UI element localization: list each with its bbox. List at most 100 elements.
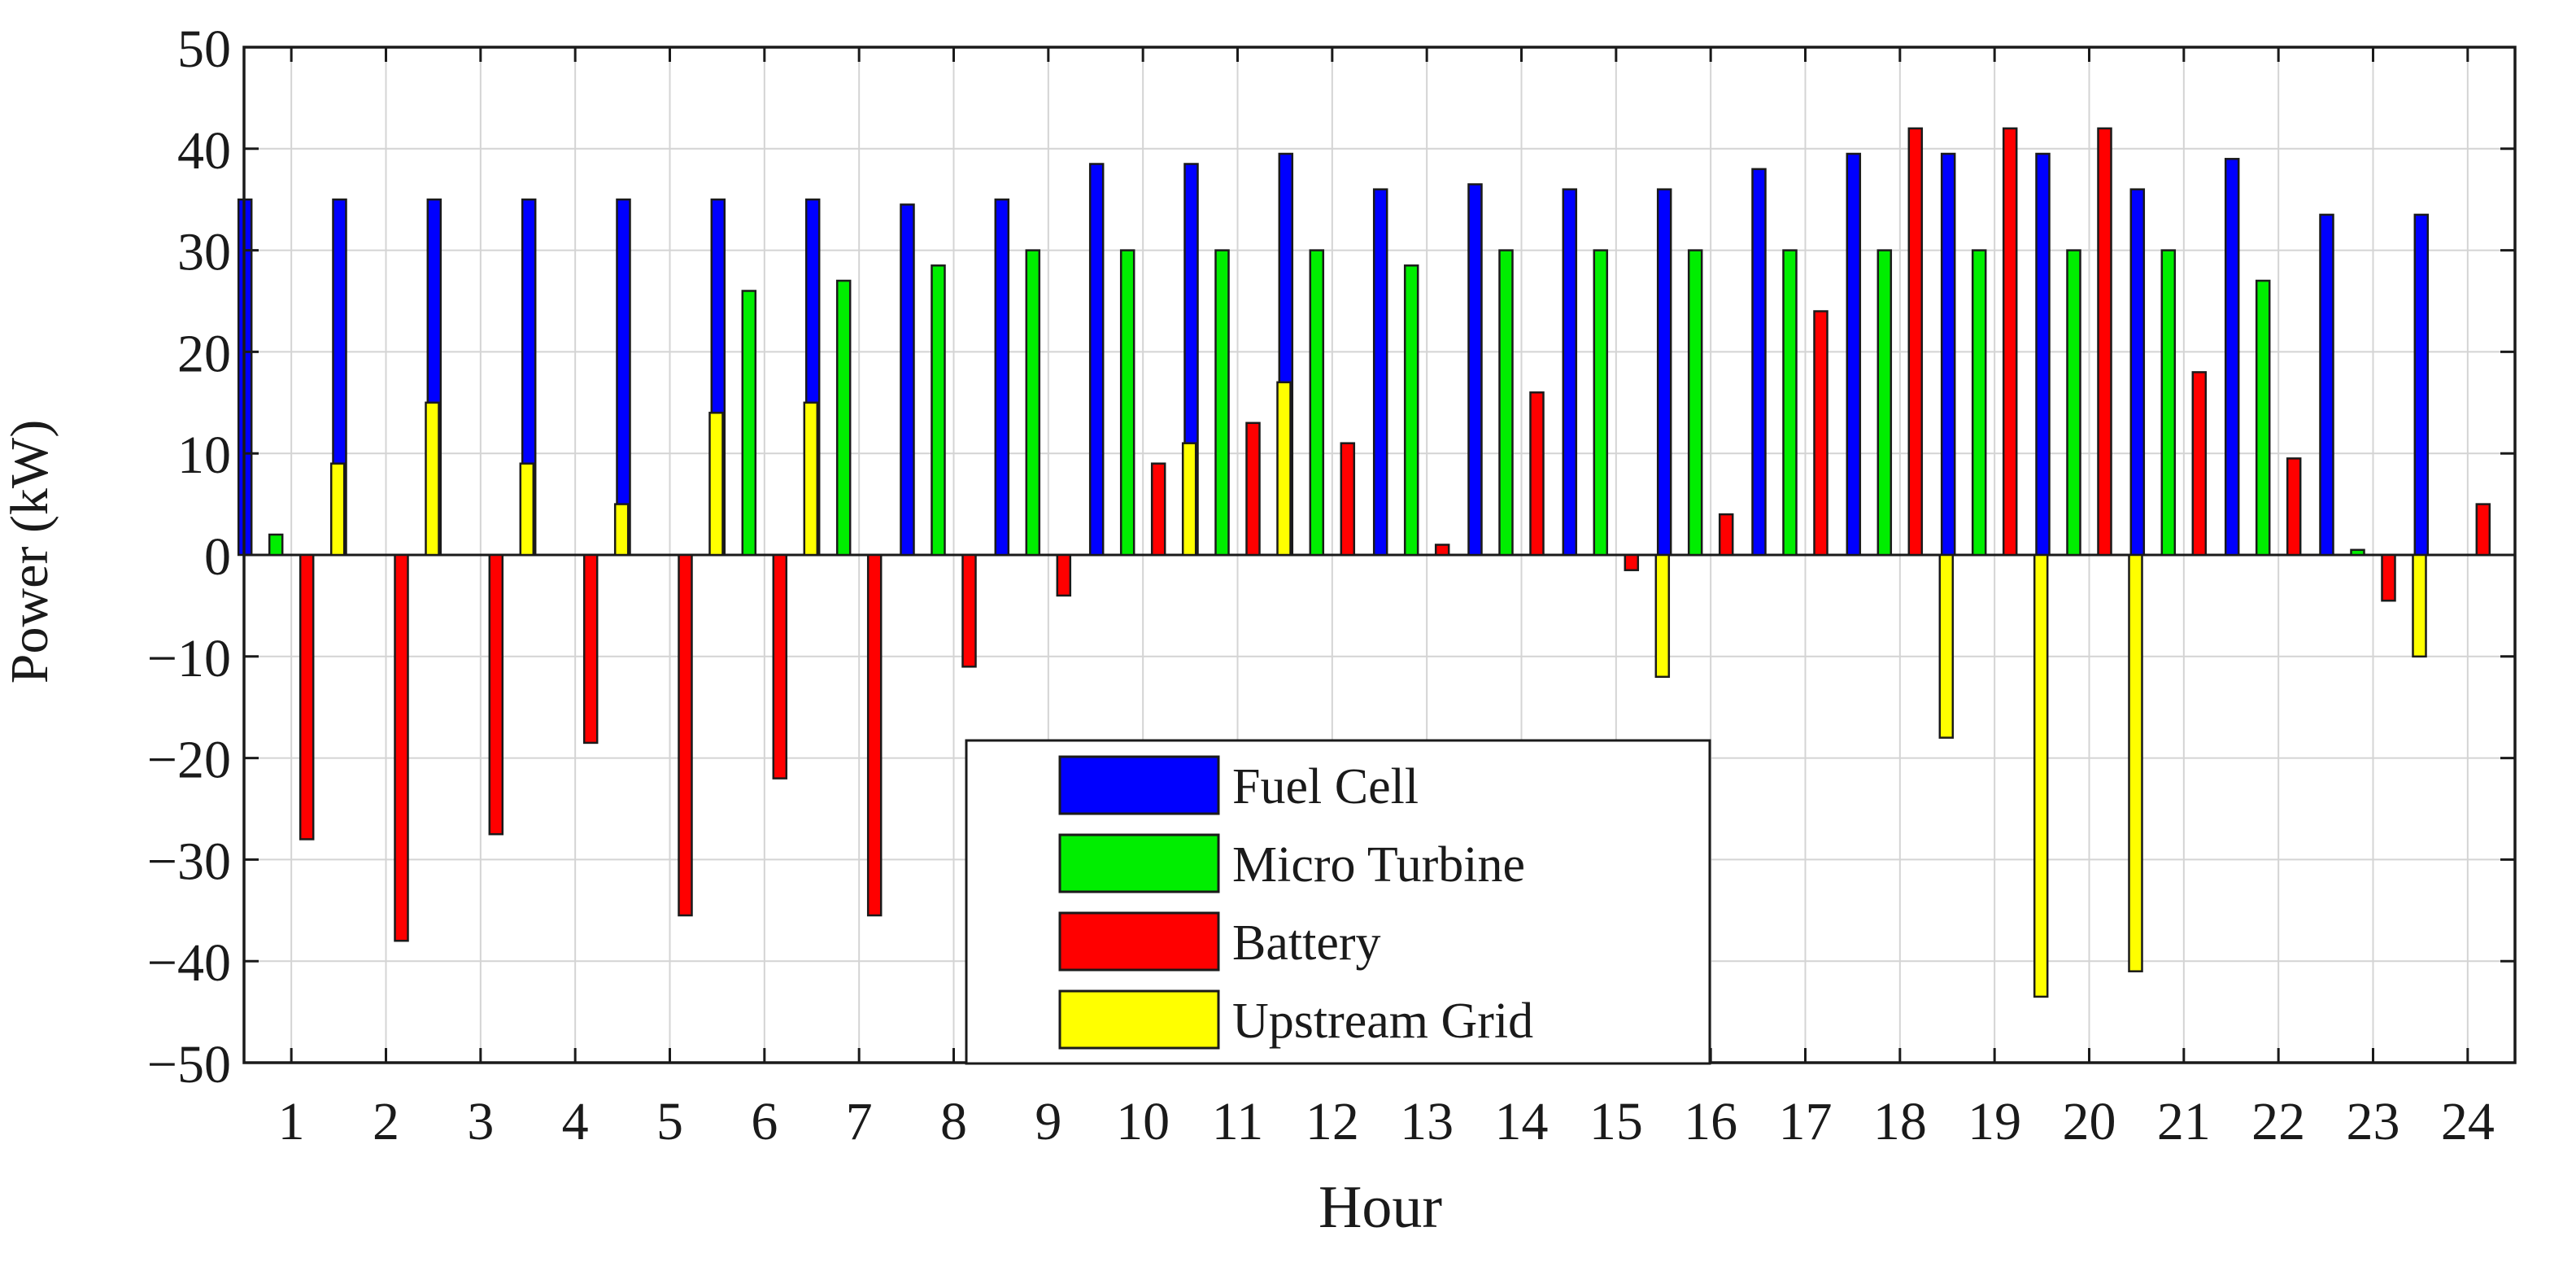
bar-micro-turbine-hour-1	[268, 533, 284, 557]
legend-label-fuel-cell: Fuel Cell	[1232, 759, 1419, 815]
bar-fuel-cell-hour-21	[2129, 188, 2146, 557]
y-tick-label: 10	[177, 426, 231, 485]
bar-fuel-cell-hour-8	[900, 203, 915, 557]
x-tick-label: 15	[1589, 1092, 1643, 1151]
bar-battery-hour-8	[961, 553, 977, 668]
bar-micro-turbine-hour-17	[1782, 249, 1798, 557]
bar-upstream-grid-hour-19	[2033, 553, 2049, 998]
bar-upstream-grid-hour-18	[1938, 553, 1955, 739]
y-tick-label: −40	[147, 933, 231, 993]
x-tick-label: 20	[2063, 1092, 2116, 1151]
bar-battery-hour-16	[1718, 513, 1734, 557]
bar-micro-turbine-hour-22	[2255, 279, 2271, 557]
legend-entry-battery: Battery	[1058, 911, 1381, 972]
bar-battery-hour-5	[678, 553, 693, 917]
bar-fuel-cell-hour-18	[1846, 152, 1862, 557]
x-tick-label: 19	[1968, 1092, 2021, 1151]
x-tick-label: 8	[940, 1092, 967, 1151]
y-tick-label: 0	[204, 527, 231, 587]
bar-micro-turbine-hour-11	[1214, 249, 1230, 557]
x-tick-label: 21	[2157, 1092, 2211, 1151]
x-tick-label: 24	[2441, 1092, 2495, 1151]
x-tick-label: 11	[1212, 1092, 1264, 1151]
legend-swatch-battery	[1058, 911, 1220, 972]
bar-micro-turbine-hour-10	[1119, 249, 1135, 557]
bar-micro-turbine-hour-16	[1687, 249, 1703, 557]
bar-micro-turbine-hour-21	[2160, 249, 2177, 557]
bar-battery-hour-19	[2002, 127, 2018, 557]
bar-fuel-cell-hour-13	[1372, 188, 1388, 557]
bar-upstream-grid-hour-5	[708, 412, 724, 557]
bar-battery-hour-1	[299, 553, 315, 841]
legend-entry-upstream-grid: Upstream Grid	[1058, 989, 1533, 1050]
bar-micro-turbine-hour-13	[1403, 264, 1419, 557]
x-tick-label: 22	[2251, 1092, 2305, 1151]
bar-upstream-grid-hour-4	[613, 503, 630, 557]
x-tick-label: 5	[656, 1092, 683, 1151]
legend-swatch-micro-turbine	[1058, 833, 1220, 893]
bar-battery-hour-12	[1340, 442, 1356, 557]
bar-fuel-cell-hour-19	[1940, 152, 1956, 557]
y-axis-label: Power (kW)	[0, 420, 59, 683]
bar-battery-hour-7	[866, 553, 883, 917]
legend-label-micro-turbine: Micro Turbine	[1232, 837, 1525, 893]
bar-battery-hour-21	[2191, 371, 2208, 557]
bar-upstream-grid-hour-1	[329, 462, 346, 557]
bar-battery-hour-20	[2097, 127, 2112, 557]
bar-battery-hour-18	[1907, 127, 1924, 557]
bar-fuel-cell-hour-10	[1088, 163, 1105, 557]
bar-fuel-cell-hour-20	[2035, 152, 2051, 557]
bar-fuel-cell-hour-17	[1751, 168, 1767, 557]
bar-battery-hour-4	[582, 553, 599, 745]
bar-micro-turbine-hour-8	[931, 264, 946, 557]
bar-battery-hour-23	[2381, 553, 2396, 602]
bar-micro-turbine-hour-7	[835, 279, 852, 557]
bar-micro-turbine-hour-6	[741, 290, 757, 557]
bar-battery-hour-3	[488, 553, 504, 836]
bar-fuel-cell-hour-15	[1562, 188, 1578, 557]
x-tick-label: 16	[1684, 1092, 1737, 1151]
bar-fuel-cell-hour-23	[2319, 213, 2334, 557]
x-tick-label: 3	[467, 1092, 494, 1151]
y-tick-label: −30	[147, 832, 231, 891]
bar-fuel-cell-hour-22	[2224, 158, 2240, 557]
y-tick-label: 50	[177, 20, 231, 79]
bar-upstream-grid-hour-23	[2412, 553, 2427, 658]
bar-fuel-cell-hour-14	[1467, 183, 1483, 557]
bar-upstream-grid-hour-3	[519, 462, 535, 557]
bar-battery-hour-15	[1624, 553, 1640, 571]
bar-battery-hour-10	[1150, 462, 1166, 557]
y-tick-label: −10	[147, 629, 231, 688]
bar-fuel-cell-hour-24	[2413, 213, 2430, 557]
bar-fuel-cell-hour-5	[616, 198, 631, 557]
bar-battery-hour-2	[394, 553, 409, 942]
bar-battery-hour-24	[2475, 503, 2491, 557]
bar-battery-hour-14	[1529, 391, 1545, 557]
bar-micro-turbine-hour-18	[1876, 249, 1893, 557]
bar-battery-hour-22	[2286, 457, 2302, 557]
legend-swatch-upstream-grid	[1058, 989, 1220, 1050]
x-tick-label: 17	[1779, 1092, 1833, 1151]
bar-battery-hour-11	[1245, 421, 1261, 557]
bar-upstream-grid-hour-6	[803, 401, 819, 557]
bar-upstream-grid-hour-11	[1276, 381, 1292, 557]
x-tick-label: 2	[373, 1092, 399, 1151]
x-tick-label: 14	[1495, 1092, 1549, 1151]
bar-battery-hour-17	[1813, 310, 1828, 557]
bar-micro-turbine-hour-14	[1498, 249, 1514, 557]
bar-upstream-grid-hour-10	[1181, 442, 1197, 557]
bar-upstream-grid-hour-20	[2128, 553, 2143, 972]
x-tick-label: 6	[751, 1092, 778, 1151]
bar-battery-hour-13	[1434, 544, 1450, 557]
x-tick-label: 13	[1400, 1092, 1454, 1151]
x-axis-label: Hour	[1319, 1174, 1442, 1241]
bar-battery-hour-6	[772, 553, 788, 780]
legend: Fuel Cell Micro Turbine Battery Upstream…	[965, 739, 1711, 1065]
bar-fuel-cell-hour-9	[994, 198, 1010, 557]
bar-fuel-cell-hour-16	[1656, 188, 1672, 557]
x-tick-label: 18	[1873, 1092, 1927, 1151]
x-tick-label: 10	[1116, 1092, 1170, 1151]
